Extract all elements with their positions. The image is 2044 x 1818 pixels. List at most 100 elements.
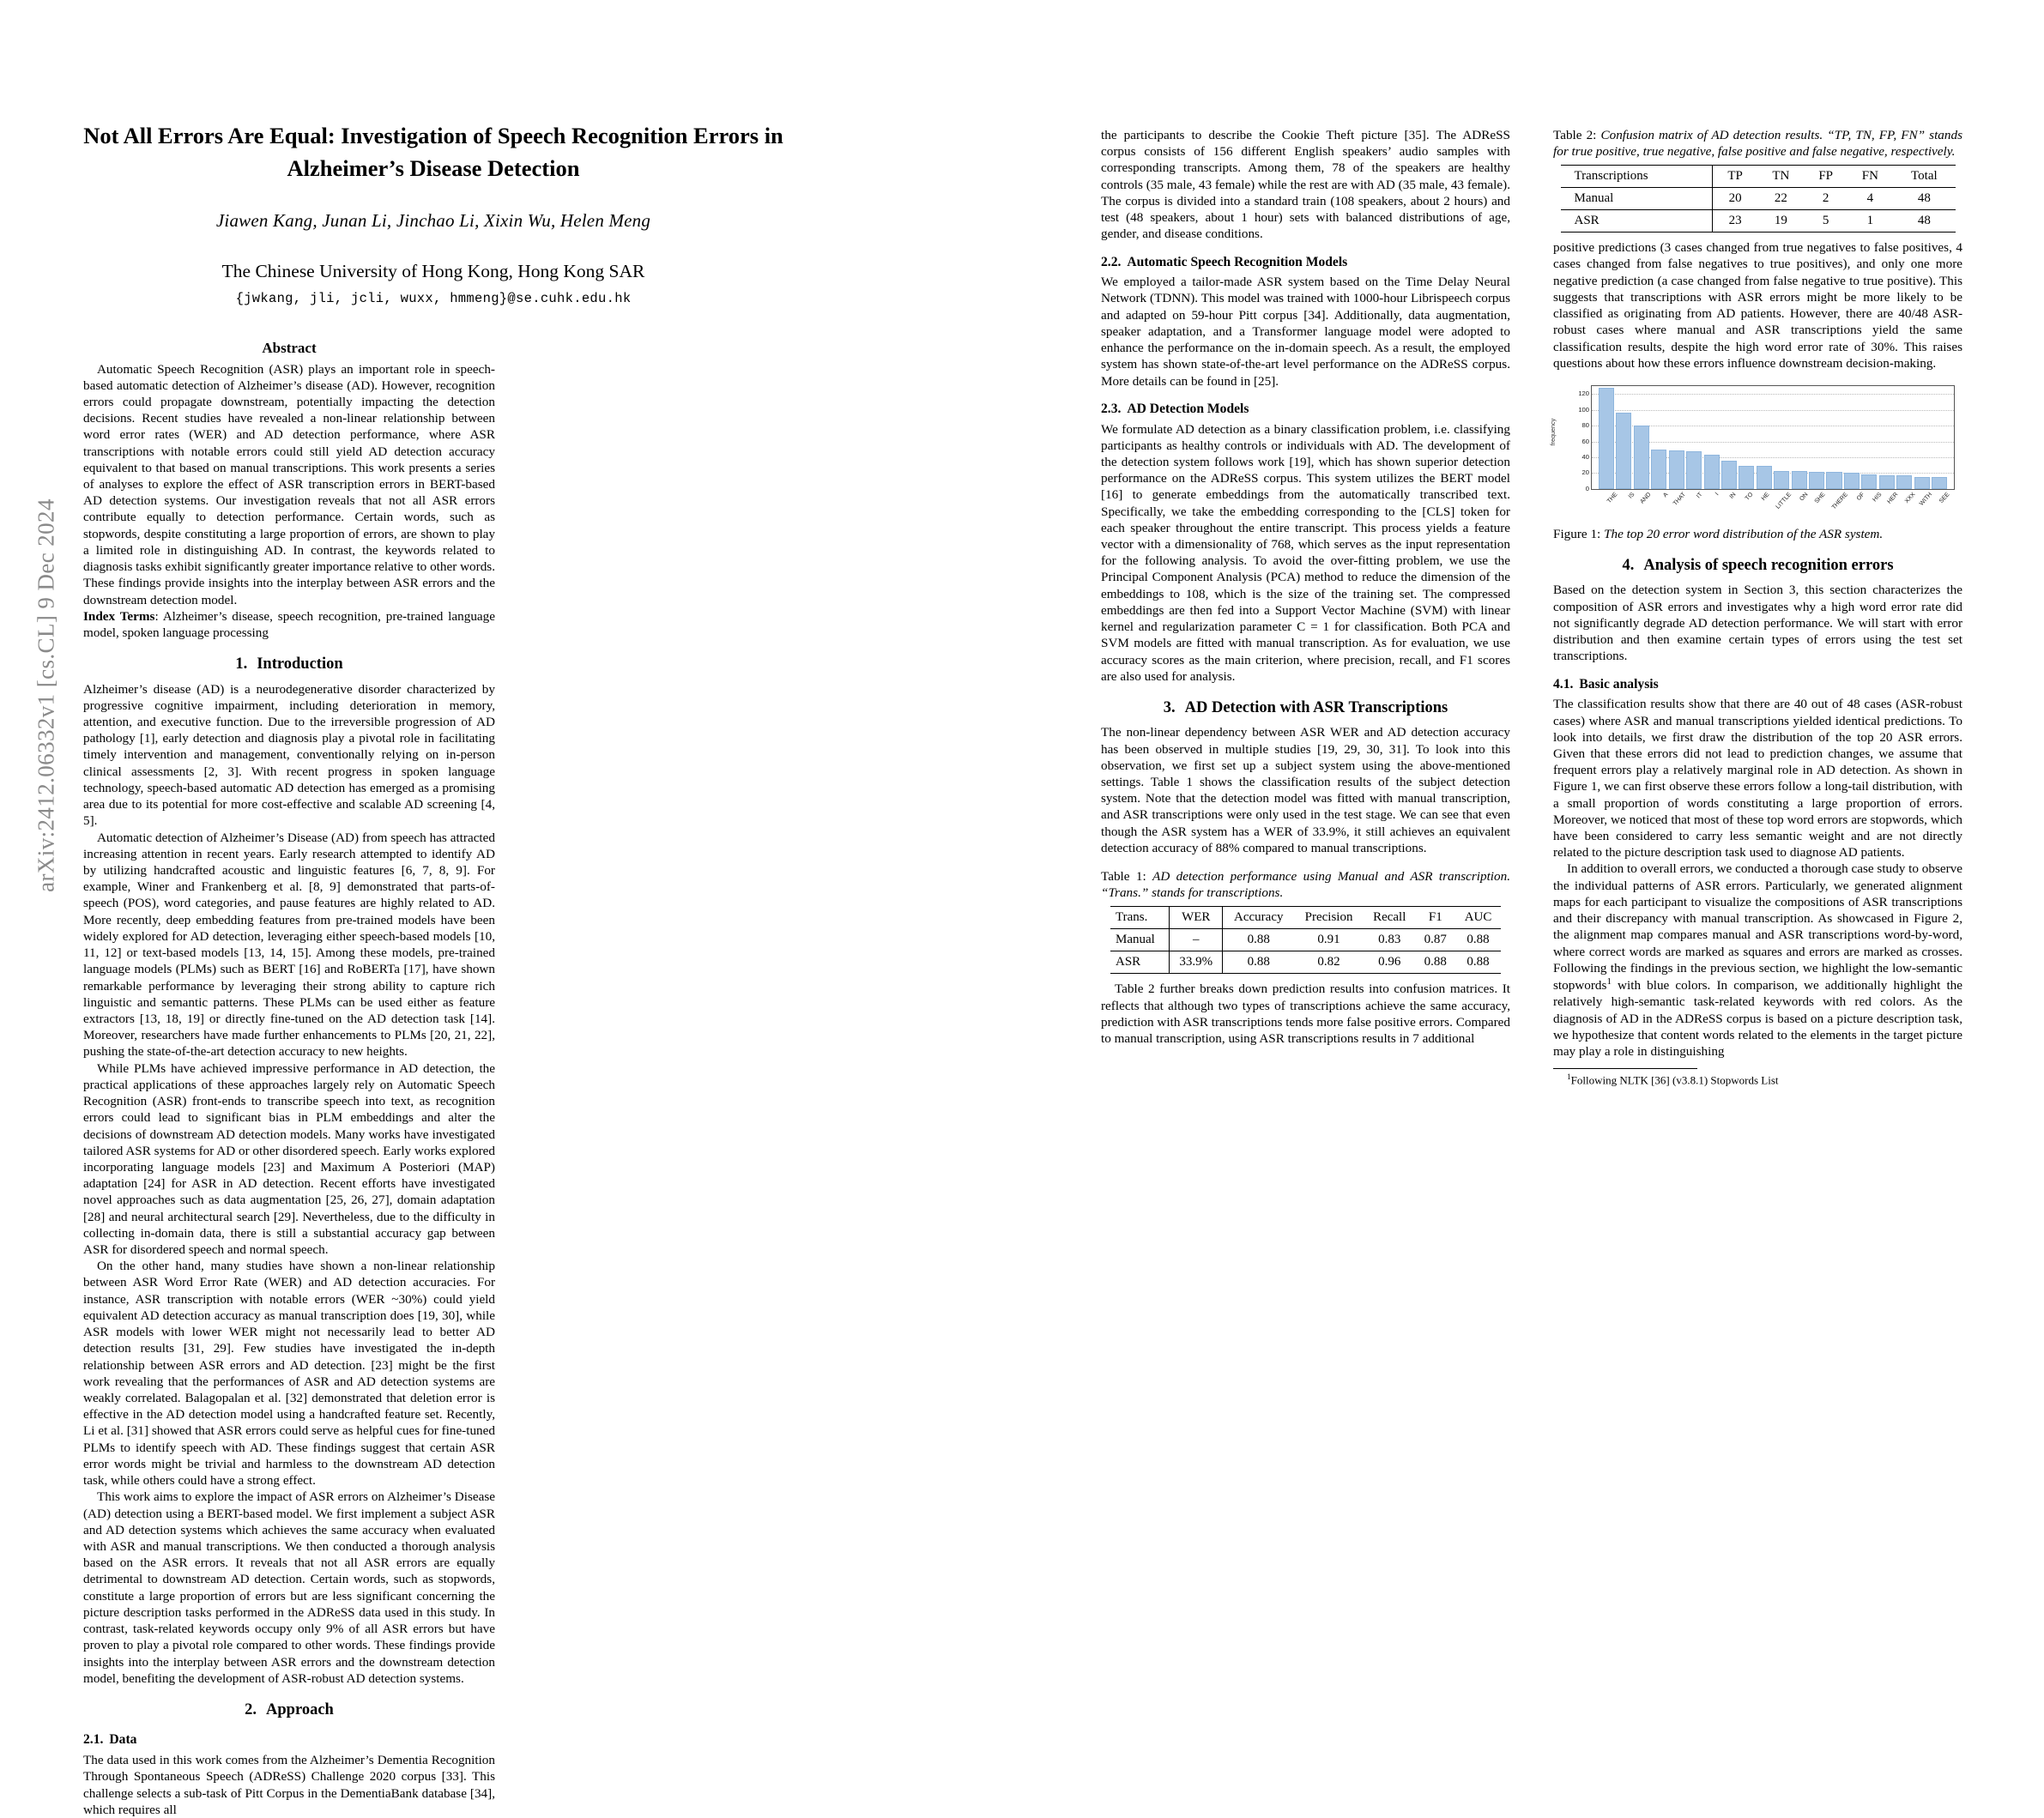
intro-paragraph-2: Automatic detection of Alzheimer’s Disea… (83, 830, 495, 1060)
subsection-heading-data: 2.1. Data (83, 1731, 495, 1749)
table-ad-detection-performance: Trans. WER Accuracy Precision Recall F1 … (1110, 906, 1501, 974)
chart-y-tick-label: 60 (1581, 437, 1589, 445)
table2-caption-text: Confusion matrix of AD detection results… (1553, 128, 1962, 160)
ad-asr-paragraph-2: Table 2 further breaks down prediction r… (1101, 981, 1510, 1046)
chart-x-tick-label: XXX (1903, 491, 1917, 505)
section-title: Approach (266, 1700, 334, 1718)
chart-x-tick-label: IN (1728, 491, 1738, 500)
cell-fn: 1 (1866, 214, 1874, 228)
intro-paragraph-1: Alzheimer’s disease (AD) is a neurodegen… (83, 681, 495, 829)
section-number: 2. (245, 1700, 257, 1718)
chart-bar (1616, 413, 1632, 489)
chart-y-tick-label: 0 (1585, 485, 1589, 493)
chart-x-tick-label: THERE (1830, 491, 1849, 511)
th-tn: TN (1772, 169, 1790, 184)
affiliation: The Chinese University of Hong Kong, Hon… (221, 261, 645, 282)
chart-bar (1896, 475, 1913, 489)
footnote-rule (1553, 1068, 1697, 1070)
section-heading-ad-with-asr: 3. AD Detection with ASR Transcriptions (1101, 698, 1510, 718)
chart-x-ticks: THE IS AND A THAT IT I IN TO HE LITTLE ON SHE THERE OF… (1593, 492, 1953, 510)
chart-bar (1703, 455, 1720, 489)
table2-label: Table 2: (1553, 128, 1597, 142)
cell-f1: 0.87 (1424, 933, 1447, 947)
table1-caption: Table 1: AD detection performance using … (1101, 868, 1510, 901)
cell-trans: ASR (1110, 951, 1170, 974)
table-row: ASR 33.9% 0.88 0.82 0.96 0.88 0.88 (1110, 951, 1501, 974)
th-wer: WER (1169, 906, 1224, 929)
cell-tp: 20 (1728, 191, 1742, 206)
th-recall: Recall (1373, 910, 1406, 925)
chart-bar (1686, 451, 1702, 489)
abstract-heading: Abstract (262, 340, 317, 356)
chart-x-tick-label: OF (1855, 491, 1866, 502)
basic-analysis-paragraph-2: In addition to overall errors, we conduc… (1553, 861, 1962, 1059)
chart-y-axis-label: frequency (1549, 418, 1557, 446)
data-paragraph-part2: the participants to describe the Cookie … (1101, 128, 1510, 242)
chart-plot-area: 0 20 40 60 80 100 120 (1578, 384, 1955, 492)
th-trans: Trans. (1110, 906, 1170, 929)
th-fp: FP (1818, 169, 1833, 184)
chart-y-tick-label: 20 (1581, 468, 1589, 477)
chart-bar (1720, 461, 1737, 489)
author-list: Jiawen Kang, Junan Li, Jinchao Li, Xixin… (215, 210, 651, 232)
section-title: Introduction (257, 655, 343, 673)
chart-bar (1861, 474, 1878, 489)
subsection-heading-basic-analysis: 4.1. Basic analysis (1553, 676, 1962, 693)
th-auc: AUC (1464, 910, 1492, 925)
email-line: {jwkang, jli, jcli, wuxx, hmmeng}@se.cuh… (235, 291, 632, 307)
subsection-title: Automatic Speech Recognition Models (1127, 254, 1348, 269)
table-row: Manual – 0.88 0.91 0.83 0.87 0.88 (1110, 928, 1501, 951)
th-f1: F1 (1428, 910, 1442, 925)
footnote-marker: 1 (1567, 1073, 1571, 1083)
chart-x-tick-label: A (1662, 491, 1670, 499)
chart-bar (1791, 470, 1807, 489)
chart-bar (1756, 466, 1772, 489)
chart-x-tick-label: I (1714, 491, 1720, 498)
subsection-heading-asr-models: 2.2. Automatic Speech Recognition Models (1101, 254, 1510, 271)
chart-bar (1932, 476, 1948, 489)
chart-gridline (1592, 409, 1954, 411)
cell-transcriptions: ASR (1560, 209, 1714, 233)
chart-bar (1739, 466, 1755, 489)
chart-bar (1668, 450, 1684, 489)
section-title: AD Detection with ASR Transcriptions (1184, 699, 1448, 716)
chart-bars (1593, 386, 1952, 489)
chart-bar (1878, 475, 1895, 489)
chart-bar (1809, 472, 1825, 489)
footnote: 1Following NLTK [36] (v3.8.1) Stopwords … (1553, 1073, 1962, 1088)
subsection-number: 4.1. (1553, 676, 1574, 692)
chart-bar (1651, 449, 1667, 489)
chart-bar (1826, 472, 1842, 489)
cell-recall: 0.83 (1378, 933, 1401, 947)
table-header-row: Trans. WER Accuracy Precision Recall F1 … (1110, 906, 1501, 929)
abstract-body: Automatic Speech Recognition (ASR) plays… (83, 361, 495, 607)
basic-analysis-paragraph-1: The classification results show that the… (1553, 697, 1962, 861)
table-confusion-matrix: Transcriptions TP TN FP FN Total Manual … (1560, 165, 1956, 233)
data-paragraph-part1: The data used in this work comes from th… (83, 1753, 495, 1817)
chart-gridline (1592, 441, 1954, 443)
footnote-text: Following NLTK [36] (v3.8.1) Stopwords L… (1570, 1073, 1779, 1087)
table-header-row: Transcriptions TP TN FP FN Total (1560, 165, 1956, 188)
table2-caption: Table 2: Confusion matrix of AD detectio… (1553, 127, 1962, 160)
section-number: 4. (1622, 557, 1635, 575)
intro-paragraph-4: On the other hand, many studies have sho… (83, 1259, 495, 1489)
chart-x-tick-label: THE (1606, 491, 1619, 505)
chart-x-tick-label: SHE (1813, 491, 1827, 505)
th-accuracy: Accuracy (1234, 910, 1284, 925)
cell-fp: 2 (1822, 191, 1829, 206)
chart-y-tick-label: 100 (1578, 405, 1589, 414)
chart-bar (1914, 476, 1930, 489)
chart-bar (1774, 470, 1790, 489)
asr-models-paragraph: We employed a tailor-made ASR system bas… (1101, 275, 1510, 389)
intro-paragraph-5: This work aims to explore the impact of … (83, 1489, 495, 1686)
cell-accuracy: 0.88 (1247, 933, 1270, 947)
section-heading-approach: 2. Approach (83, 1700, 495, 1720)
table1-caption-text: AD detection performance using Manual an… (1101, 869, 1510, 901)
chart-x-tick-label: SEE (1938, 491, 1951, 505)
chart-x-tick-label: LITTLE (1775, 491, 1793, 510)
ad-asr-paragraph-1: The non-linear dependency between ASR WE… (1101, 725, 1510, 855)
chart-bar (1633, 425, 1649, 489)
cell-precision: 0.82 (1317, 955, 1340, 969)
cell-trans: Manual (1110, 928, 1170, 951)
arxiv-stamp: arXiv:2412.06332v1 [cs.CL] 9 Dec 2024 (33, 498, 59, 892)
